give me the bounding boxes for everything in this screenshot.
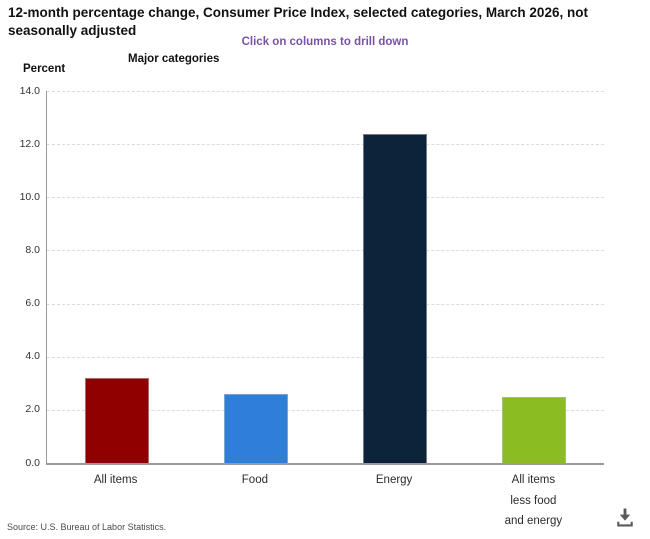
gridline-14.0 (47, 91, 604, 92)
y-axis-tick-label: 10.0 (19, 190, 40, 203)
y-axis-tick-label: 14.0 (19, 84, 40, 97)
gridline-8.0 (47, 250, 604, 252)
x-axis-label: All items (93, 474, 138, 486)
y-axis-tick-label: 6.0 (25, 297, 40, 310)
source-note: Source: U.S. Bureau of Labor Statistics. (7, 522, 167, 532)
x-axis-labels: All items Food Energy All items less food and… (46, 470, 603, 532)
column-all-items[interactable] (84, 378, 149, 463)
chart-subtitle: Click on columns to drill down (241, 36, 409, 48)
download-icon (617, 508, 633, 527)
plot-area (46, 91, 604, 465)
gridline-6.0 (47, 303, 604, 305)
gridline-2.0 (47, 409, 604, 411)
y-axis: 0.0 2.0 4.0 6.0 8.0 10.0 12.0 14.0 (0, 85, 40, 469)
column-all-items-less-food-and-energy[interactable] (502, 396, 567, 463)
download-button[interactable] (611, 504, 639, 532)
chart-title: 12-month percentage change, Consumer Pri… (8, 5, 588, 38)
x-axis-label: All items less food and energy (504, 474, 563, 527)
y-axis-tick-label: 4.0 (25, 350, 40, 363)
y-axis-tick-label: 2.0 (25, 403, 40, 416)
column-food[interactable] (223, 393, 288, 463)
gridline-4.0 (47, 356, 604, 358)
y-axis-tick-label: 12.0 (19, 137, 40, 150)
y-axis-tick-label: 8.0 (25, 243, 40, 256)
x-axis-title: Major categories (128, 53, 220, 65)
y-axis-title: Percent (23, 63, 66, 75)
gridline-10.0 (47, 197, 604, 199)
gridline-12.0 (47, 144, 604, 146)
column-energy[interactable] (363, 133, 428, 463)
x-axis-label: Food (241, 474, 268, 486)
x-axis-label: Energy (375, 474, 413, 486)
y-axis-tick-label: 0.0 (25, 456, 40, 469)
